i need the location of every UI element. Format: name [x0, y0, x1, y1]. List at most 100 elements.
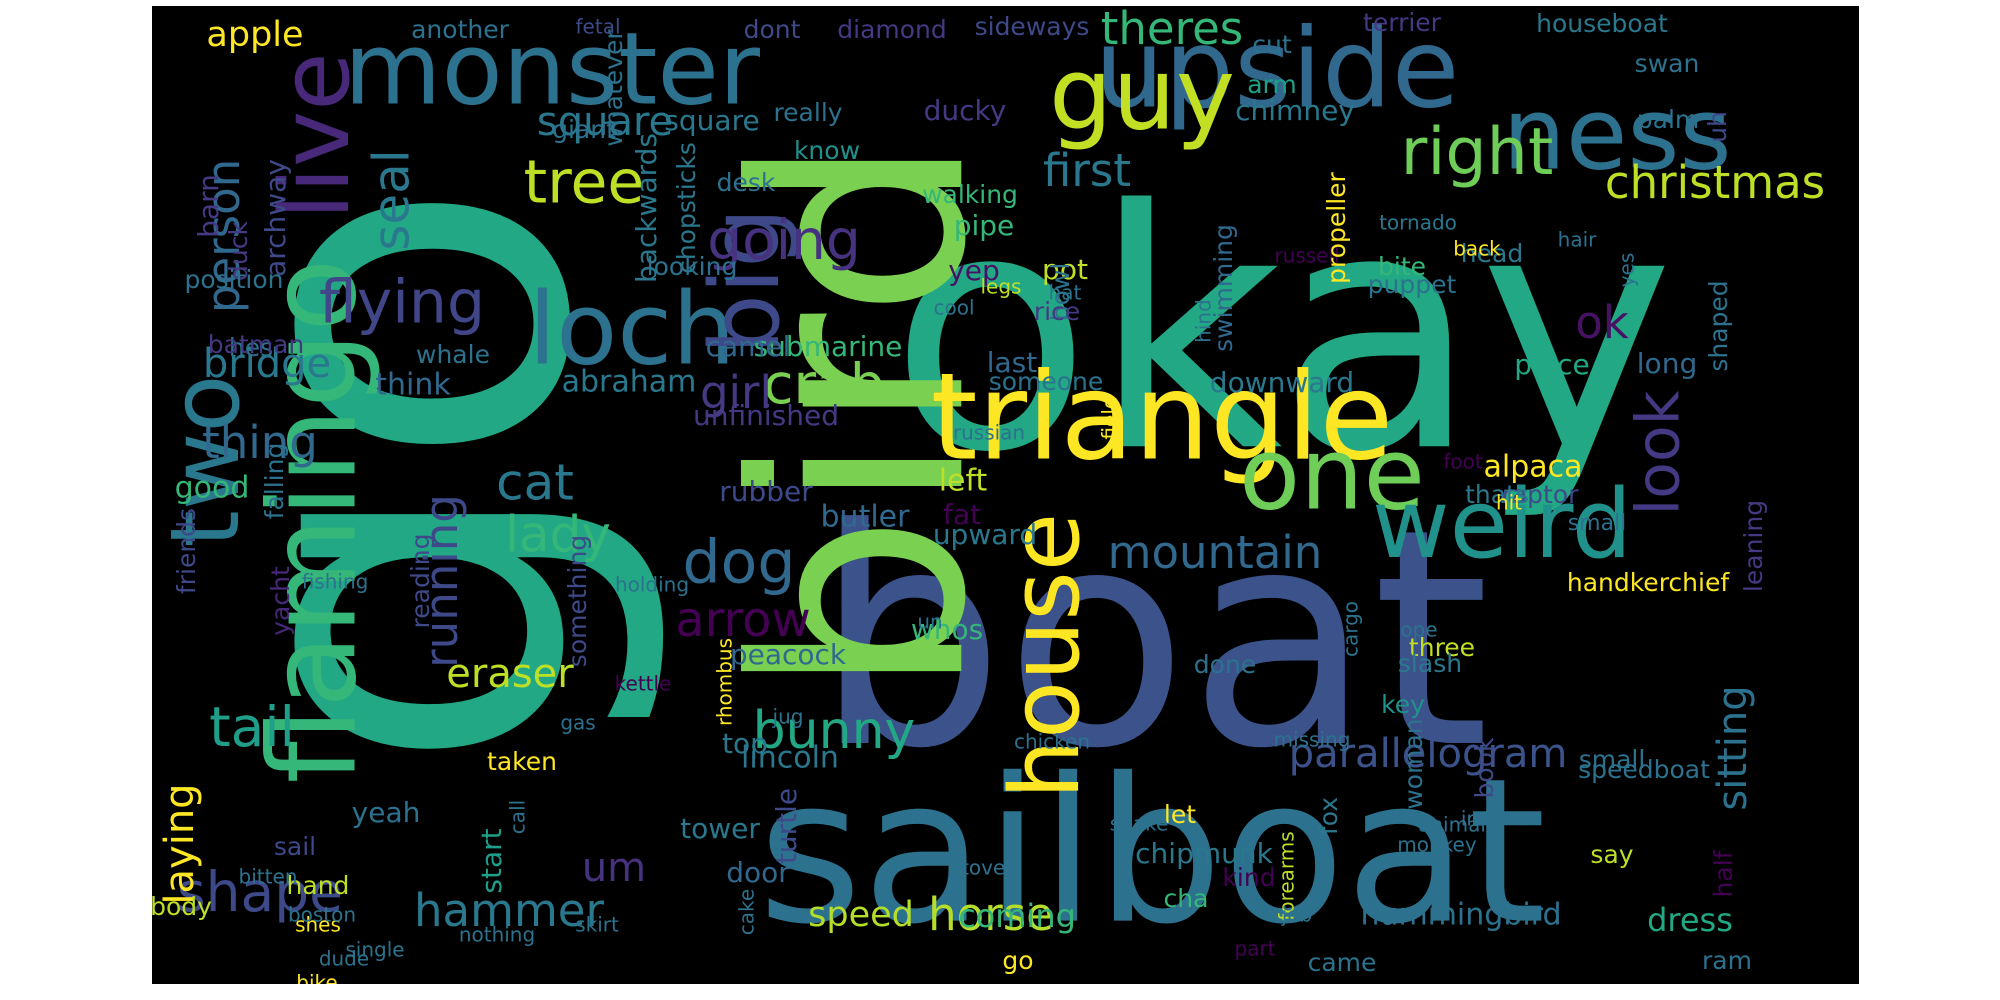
- word-archway: archway: [259, 159, 292, 277]
- word-missing: missing: [1274, 728, 1351, 752]
- word-shes: shes: [295, 913, 341, 937]
- word-hammer: hammer: [414, 884, 604, 937]
- word-boston: boston: [288, 903, 356, 927]
- word-batman: batman: [208, 330, 305, 359]
- word-dog: dog: [683, 528, 796, 598]
- word-right: right: [1401, 115, 1554, 190]
- word-key: key: [1381, 690, 1425, 719]
- word-rhombus: rhombus: [713, 638, 737, 726]
- word-good: good: [175, 471, 250, 506]
- word-houseboat: houseboat: [1536, 9, 1668, 38]
- word-ducky: ducky: [924, 94, 1007, 127]
- word-top: top: [722, 727, 768, 760]
- word-bunny: bunny: [753, 701, 916, 761]
- word-cat: cat: [496, 454, 574, 512]
- word-submarine: submarine: [754, 330, 903, 363]
- word-thats: thats: [1465, 480, 1529, 509]
- word-yeah: yeah: [352, 796, 421, 829]
- word-look: look: [1624, 390, 1694, 515]
- word-door: door: [726, 856, 790, 889]
- word-three: three: [1409, 633, 1475, 662]
- word-left: left: [939, 464, 988, 499]
- word-horse: horse: [928, 888, 1054, 941]
- word-sideways: sideways: [975, 12, 1090, 41]
- word-seal: seal: [363, 149, 421, 250]
- word-ness: ness: [1502, 75, 1731, 192]
- word-hand: hand: [287, 871, 350, 900]
- word-holding: holding: [615, 573, 689, 597]
- word-chopsticks: chopsticks: [672, 142, 701, 274]
- word-bite: bite: [1378, 252, 1426, 281]
- word-sitting: sitting: [1710, 685, 1756, 810]
- word-job: job: [1281, 903, 1313, 927]
- word-go: go: [152, 177, 677, 775]
- word-sailboat: sailboat: [758, 736, 1546, 969]
- word-cool: cool: [933, 296, 974, 320]
- word-fat: fat: [943, 498, 981, 531]
- word-hat: hat: [1049, 281, 1082, 305]
- word-field: field: [1098, 396, 1122, 439]
- word-terrier: terrier: [1363, 8, 1442, 37]
- word-kind: kind: [1222, 863, 1275, 892]
- word-russian: russian: [953, 421, 1025, 445]
- word-hes: hes: [229, 333, 273, 362]
- word-duck: duck: [224, 221, 253, 281]
- word-cut: cut: [1252, 30, 1292, 59]
- word-forearms: forearms: [1275, 831, 1299, 920]
- word-propeller: propeller: [1322, 171, 1351, 283]
- word-go: go: [1002, 946, 1033, 975]
- word-speedboat: speedboat: [1578, 755, 1710, 784]
- word-kettle: kettle: [615, 672, 672, 696]
- word-peacock: peacock: [730, 638, 847, 671]
- word-cargo: cargo: [1339, 601, 1363, 657]
- word-okay: okay: [890, 140, 1675, 524]
- word-two: two: [152, 374, 261, 547]
- word-bitten: bitten: [239, 865, 298, 889]
- word-swimming: swimming: [1209, 224, 1238, 352]
- word-guy: guy: [1049, 35, 1235, 152]
- word-girl: girl: [700, 366, 772, 419]
- word-gas: gas: [560, 711, 595, 735]
- word-puppet: puppet: [1368, 270, 1457, 299]
- word-laying: laying: [157, 783, 203, 904]
- word-back: back: [1453, 237, 1501, 261]
- word-ope: ope: [1400, 618, 1437, 642]
- word-palm: palm: [1637, 105, 1700, 134]
- word-whatever: whatever: [599, 29, 628, 147]
- word-hit: hit: [1496, 491, 1522, 515]
- word-looking: looking: [647, 252, 738, 281]
- word-pipe: pipe: [954, 209, 1015, 242]
- word-fishing: fishing: [302, 570, 369, 594]
- word-start: start: [475, 828, 508, 893]
- word-monkey: monkey: [1397, 833, 1477, 857]
- word-thing: thing: [202, 416, 318, 469]
- word-cloud: okay boat go bird sailboat triangle upside mons…: [152, 6, 1859, 984]
- word-lincoln: lincoln: [741, 741, 839, 776]
- word-alpaca: alpaca: [1483, 450, 1582, 485]
- word-small: small: [1568, 511, 1627, 536]
- word-half: half: [1709, 849, 1738, 897]
- word-dude: dude: [319, 947, 369, 971]
- word-bowl: bowl: [1046, 263, 1075, 322]
- word-upside: upside: [1095, 6, 1460, 132]
- word-walking: walking: [922, 180, 1018, 209]
- word-square: square: [537, 99, 673, 145]
- word-live: live: [261, 52, 371, 219]
- word-jug: jug: [772, 705, 804, 729]
- word-dress: dress: [1647, 901, 1733, 939]
- word-another: another: [411, 15, 509, 44]
- word-diamond: diamond: [837, 15, 947, 44]
- word-skirt: skirt: [575, 913, 619, 937]
- word-flamingo: flamingo: [245, 259, 384, 784]
- word-hair: hair: [1558, 228, 1597, 252]
- word-tree: tree: [524, 148, 645, 218]
- word-tower: tower: [680, 812, 760, 845]
- word-tail: tail: [209, 695, 295, 759]
- word-bridge: bridge: [203, 341, 331, 387]
- word-whos: whos: [911, 613, 983, 646]
- word-yep: yep: [948, 254, 1000, 287]
- word-chimney: chimney: [1235, 94, 1355, 127]
- word-boat: boat: [814, 465, 1489, 814]
- word-mountain: mountain: [1108, 526, 1323, 579]
